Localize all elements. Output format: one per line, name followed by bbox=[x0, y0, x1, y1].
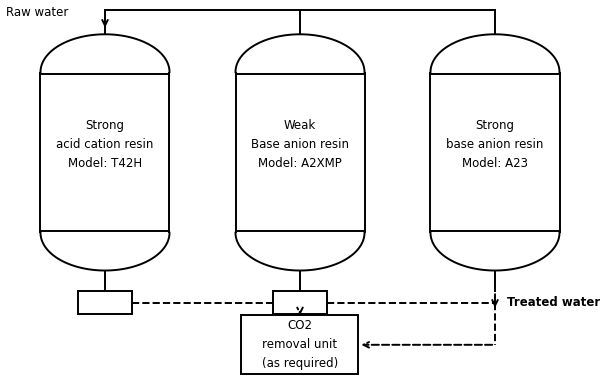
Text: Weak
Base anion resin
Model: A2XMP: Weak Base anion resin Model: A2XMP bbox=[251, 119, 349, 170]
Text: Strong
acid cation resin
Model: T42H: Strong acid cation resin Model: T42H bbox=[56, 119, 154, 170]
Bar bbox=[78, 291, 132, 314]
Bar bbox=[241, 315, 358, 374]
Bar bbox=[273, 291, 327, 314]
Text: CO2
removal unit
(as required): CO2 removal unit (as required) bbox=[262, 319, 338, 370]
Text: Treated water: Treated water bbox=[507, 296, 600, 309]
Text: Raw water: Raw water bbox=[6, 6, 68, 19]
Text: Strong
base anion resin
Model: A23: Strong base anion resin Model: A23 bbox=[446, 119, 544, 170]
